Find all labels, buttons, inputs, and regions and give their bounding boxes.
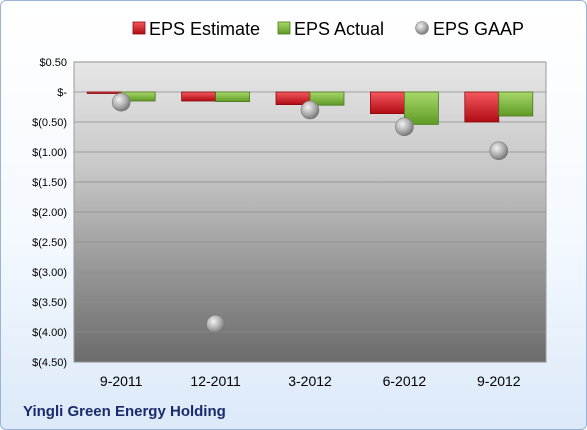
legend-item-actual: EPS Actual	[277, 19, 384, 39]
point-eps-gaap	[300, 100, 320, 120]
point-eps-gaap	[206, 314, 225, 334]
company-name: Yingli Green Energy Holding	[23, 403, 226, 420]
x-axis-labels: 9-2011 12-2011 3-2012 6-2012 9-2012	[100, 373, 521, 389]
legend-label-actual: EPS Actual	[294, 19, 384, 39]
legend-label-estimate: EPS Estimate	[149, 19, 260, 39]
y-tick-label: $(0.50)	[32, 117, 67, 129]
x-tick-label: 9-2012	[477, 373, 521, 389]
bar-eps-actual	[403, 91, 439, 125]
bar-eps-estimate	[464, 91, 500, 123]
y-tick-label: $(3.00)	[32, 267, 67, 279]
bars	[86, 91, 534, 125]
bar-eps-estimate	[86, 91, 122, 94]
y-tick-label: $0.50	[39, 57, 67, 69]
y-tick-label: $(4.00)	[32, 327, 67, 339]
legend-swatch-gaap	[415, 21, 429, 35]
legend-swatch-actual	[277, 21, 291, 35]
point-eps-gaap	[111, 92, 131, 112]
y-tick-label: $-	[57, 87, 67, 99]
legend-swatch-estimate	[132, 21, 146, 35]
y-tick-label: $(3.50)	[32, 297, 67, 309]
y-tick-label: $(1.50)	[32, 177, 67, 189]
y-tick-label: $(2.50)	[32, 237, 67, 249]
legend-label-gaap: EPS GAAP	[433, 19, 524, 39]
legend: EPS Estimate EPS Actual EPS GAAP	[132, 19, 524, 39]
bar-eps-estimate	[181, 91, 216, 102]
y-tick-label: $(4.50)	[32, 357, 67, 369]
legend-item-gaap: EPS GAAP	[415, 19, 524, 39]
y-tick-label: $(2.00)	[32, 207, 67, 219]
y-axis-labels: $0.50 $- $(0.50) $(1.00) $(1.50) $(2.00) $(2.5…	[32, 57, 67, 369]
bar-eps-actual	[215, 91, 250, 102]
x-tick-label: 12-2011	[190, 373, 241, 389]
x-tick-label: 3-2012	[288, 373, 332, 389]
x-tick-label: 9-2011	[100, 373, 143, 389]
bar-eps-actual	[498, 91, 534, 117]
point-eps-gaap	[489, 141, 509, 161]
x-tick-label: 6-2012	[383, 373, 427, 389]
point-eps-gaap	[395, 117, 414, 137]
bar-eps-actual	[309, 91, 345, 106]
y-tick-label: $(1.00)	[32, 147, 67, 159]
bar-eps-estimate	[370, 91, 405, 115]
legend-item-estimate: EPS Estimate	[132, 19, 260, 39]
gaap-markers	[111, 92, 509, 334]
